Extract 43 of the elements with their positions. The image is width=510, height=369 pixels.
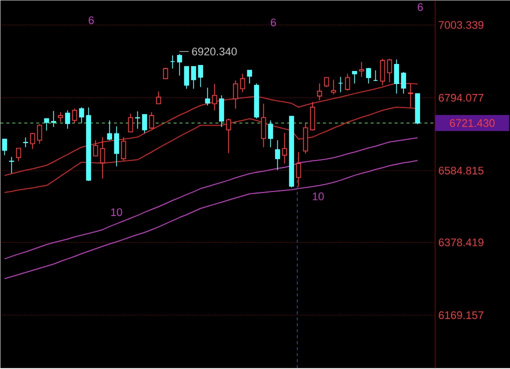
candlestick xyxy=(9,156,14,174)
candlestick xyxy=(79,107,84,124)
candlestick xyxy=(170,55,176,70)
y-tick-label: 6378.419 xyxy=(438,238,484,246)
ref-line-label: 6721.430 xyxy=(450,119,495,128)
candlestick xyxy=(240,74,246,93)
candlestick xyxy=(233,80,238,110)
candlestick xyxy=(310,102,316,130)
y-tick-label: 6794.077 xyxy=(438,94,484,102)
candlestick xyxy=(394,59,400,94)
candlestick xyxy=(408,83,414,108)
candlestick xyxy=(359,62,364,78)
candlestick xyxy=(212,84,218,111)
candlestick xyxy=(37,124,42,144)
candlestick xyxy=(114,126,120,167)
candlestick xyxy=(149,112,154,129)
candlestick xyxy=(275,140,280,171)
candlestick xyxy=(331,80,336,95)
y-tick-label: 6169.157 xyxy=(438,312,484,320)
candlestick xyxy=(303,123,308,154)
annotation: 6920.340 xyxy=(192,48,237,56)
candlestick xyxy=(100,136,106,180)
candlestick xyxy=(23,137,28,148)
candlestick xyxy=(86,107,92,181)
candlestick xyxy=(282,132,288,164)
candlestick xyxy=(121,136,126,162)
annotation: 6 xyxy=(88,16,94,24)
candlestick xyxy=(51,110,56,128)
annotation: 6 xyxy=(418,3,423,12)
candlestick xyxy=(58,112,64,123)
annotation: 10 xyxy=(312,192,324,201)
annotation: 10 xyxy=(111,208,122,216)
candlestick xyxy=(296,152,302,188)
y-tick-label: 7003.339 xyxy=(438,21,484,30)
candlestick xyxy=(219,95,224,128)
candlestick xyxy=(268,120,274,148)
candlestick xyxy=(226,118,232,154)
candlestick xyxy=(317,83,322,101)
candlestick xyxy=(205,88,210,106)
candlestick xyxy=(135,111,140,130)
candlestick xyxy=(261,104,266,148)
y-tick-label: 6584.815 xyxy=(438,166,484,175)
annotation: 6 xyxy=(270,18,276,27)
